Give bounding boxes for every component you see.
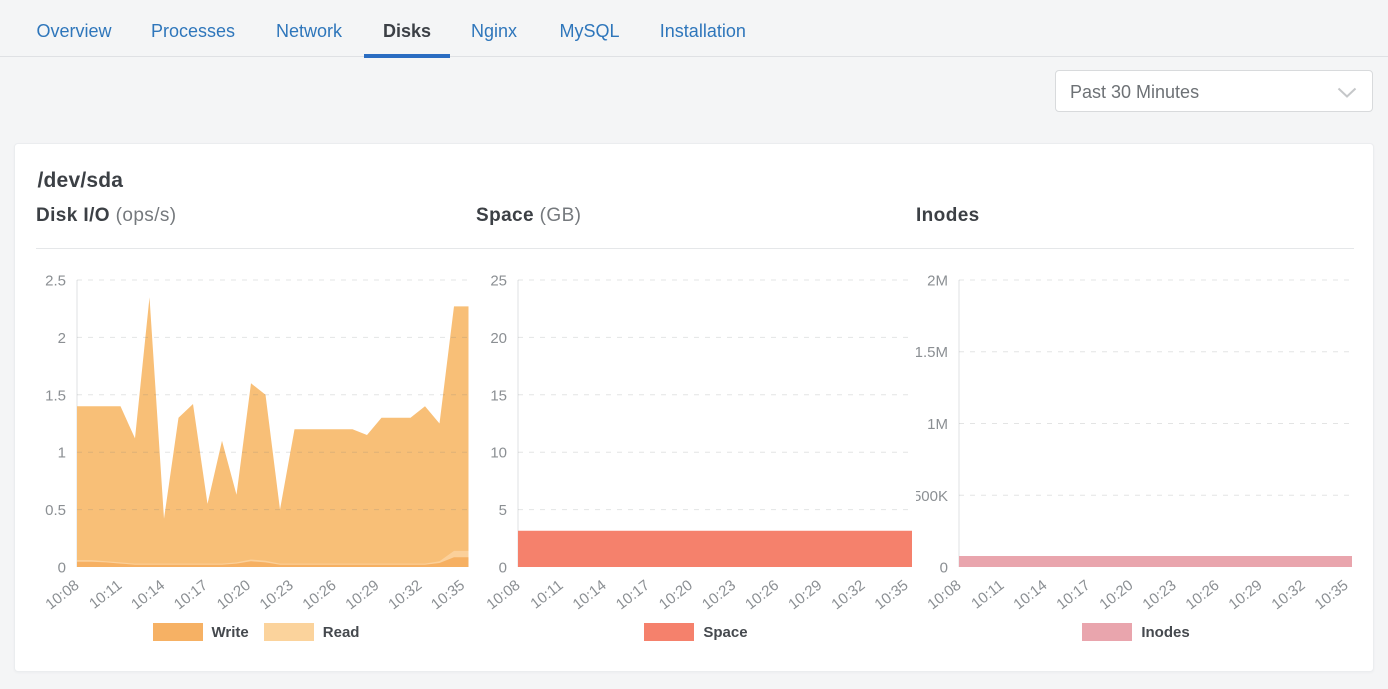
svg-text:10:23: 10:23 — [1140, 577, 1180, 614]
svg-text:1M: 1M — [927, 416, 948, 433]
svg-text:10:26: 10:26 — [1183, 577, 1223, 614]
svg-text:10:32: 10:32 — [828, 577, 868, 614]
svg-text:25: 25 — [490, 273, 507, 290]
svg-text:10:14: 10:14 — [1010, 577, 1050, 614]
svg-text:10:35: 10:35 — [1312, 577, 1352, 614]
svg-text:10:17: 10:17 — [171, 577, 211, 614]
svg-text:10:14: 10:14 — [128, 577, 168, 614]
svg-text:10:08: 10:08 — [483, 577, 523, 614]
svg-text:0: 0 — [499, 560, 507, 577]
svg-text:10:32: 10:32 — [385, 577, 425, 614]
svg-text:5: 5 — [499, 502, 507, 519]
svg-text:10:20: 10:20 — [1096, 577, 1136, 614]
svg-text:10:23: 10:23 — [257, 577, 297, 614]
svg-text:0: 0 — [58, 560, 66, 577]
svg-text:1: 1 — [58, 445, 66, 462]
svg-text:10:11: 10:11 — [86, 577, 125, 613]
svg-text:10:29: 10:29 — [785, 577, 825, 614]
svg-text:10:20: 10:20 — [656, 577, 696, 614]
svg-text:10:08: 10:08 — [42, 577, 82, 614]
svg-text:10:35: 10:35 — [428, 577, 468, 614]
svg-text:0: 0 — [940, 560, 948, 577]
svg-text:10:11: 10:11 — [527, 577, 566, 613]
svg-text:10:14: 10:14 — [570, 577, 610, 614]
svg-text:10:32: 10:32 — [1269, 577, 1309, 614]
svg-text:10:26: 10:26 — [742, 577, 782, 614]
svg-text:10:23: 10:23 — [699, 577, 739, 614]
svg-text:1.5: 1.5 — [45, 387, 66, 404]
svg-text:2: 2 — [58, 330, 66, 347]
svg-text:10:26: 10:26 — [300, 577, 340, 614]
svg-text:0.5: 0.5 — [45, 502, 66, 519]
svg-text:15: 15 — [490, 387, 507, 404]
svg-text:10:29: 10:29 — [1226, 577, 1266, 614]
svg-text:10:08: 10:08 — [924, 577, 964, 614]
svg-text:10: 10 — [490, 445, 507, 462]
svg-text:10:17: 10:17 — [1053, 577, 1093, 614]
svg-text:10:20: 10:20 — [214, 577, 254, 614]
svg-text:500K: 500K — [916, 488, 948, 505]
svg-text:10:29: 10:29 — [342, 577, 382, 614]
svg-text:10:11: 10:11 — [968, 577, 1007, 613]
svg-text:1.5M: 1.5M — [916, 344, 948, 361]
svg-text:20: 20 — [490, 330, 507, 347]
svg-text:10:17: 10:17 — [613, 577, 653, 614]
svg-text:2.5: 2.5 — [45, 273, 66, 290]
svg-text:10:35: 10:35 — [872, 577, 912, 614]
svg-text:2M: 2M — [927, 273, 948, 290]
